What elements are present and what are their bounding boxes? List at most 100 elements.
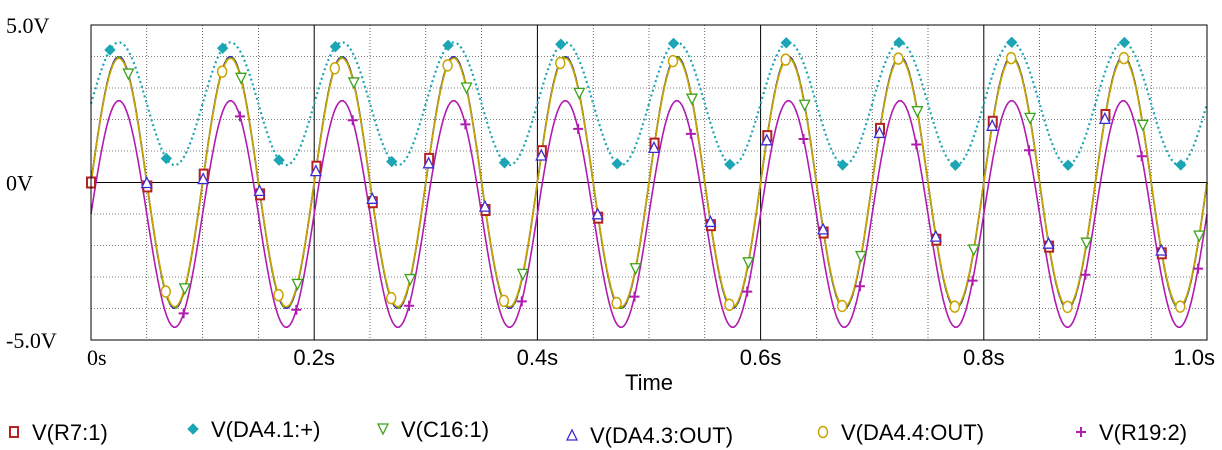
triangle-up-marker (1042, 236, 1055, 249)
plus-marker (1024, 145, 1034, 156)
triangle-up-marker (366, 191, 379, 204)
triangle-down-marker (404, 273, 417, 287)
diamond-marker (724, 158, 736, 171)
triangle-down-marker (235, 72, 248, 85)
triangle-up-marker (1098, 111, 1111, 125)
diamond-marker (187, 423, 199, 435)
circle-marker (667, 54, 679, 68)
triangle-down-marker (178, 283, 191, 296)
diamond-marker (893, 36, 905, 49)
diamond-marker (329, 40, 342, 53)
triangle-down-marker (573, 87, 586, 100)
legend-entry: V(C16:1) (376, 417, 489, 442)
circle-marker (893, 52, 904, 65)
triangle-up-marker (565, 428, 579, 441)
circle-marker (385, 291, 397, 305)
triangle-down-marker (291, 278, 304, 291)
diamond-marker (1175, 159, 1187, 171)
circle-marker (1118, 51, 1130, 65)
plus-marker (178, 308, 189, 319)
plus-marker (460, 119, 471, 130)
triangle-down-marker (1193, 230, 1206, 243)
triangle-up-marker (422, 156, 435, 169)
diamond-marker (1005, 36, 1018, 49)
plus-marker (854, 281, 865, 292)
triangle-down-marker (685, 93, 699, 106)
x-tick-label: 0.6s (740, 345, 782, 370)
triangle-down-marker (629, 263, 642, 276)
plus-marker (404, 300, 415, 311)
square-marker (9, 426, 19, 438)
x-tick-label: 0.2s (293, 345, 335, 370)
series-markers (86, 36, 1206, 319)
plus-marker (573, 123, 584, 134)
circle-marker (1062, 300, 1073, 314)
series-line (90, 100, 1208, 328)
diamond-marker (667, 37, 680, 50)
diamond-marker (273, 154, 285, 166)
diamond-marker (104, 44, 116, 56)
diamond-marker (949, 159, 962, 171)
triangle-up-marker (535, 148, 548, 161)
circle-marker (498, 294, 510, 308)
triangle-down-marker (1136, 119, 1149, 132)
triangle-down-marker (122, 68, 135, 81)
plus-marker (291, 304, 302, 315)
x-tick-label: 0.4s (517, 345, 559, 370)
triangle-down-marker (967, 244, 980, 257)
plus-marker (234, 111, 245, 122)
legend-entry: V(DA4.4:OUT) (817, 420, 984, 445)
circle-marker (780, 53, 791, 66)
triangle-up-marker (873, 126, 886, 139)
y-tick-label: -5.0V (6, 328, 57, 353)
circle-marker (836, 299, 848, 313)
plus-marker (1076, 427, 1086, 437)
legend-label: V(DA4.1:+) (211, 417, 320, 442)
circle-marker (442, 59, 453, 72)
circle-marker (329, 62, 341, 75)
triangle-up-marker (309, 164, 322, 177)
triangle-down-marker (376, 423, 390, 436)
circle-marker (555, 56, 566, 70)
legend-entry: V(DA4.1:+) (187, 417, 320, 442)
x-tick-label: 0s (87, 345, 107, 370)
circle-marker (216, 65, 228, 78)
x-axis-label: Time (625, 370, 673, 395)
y-tick-label: 5.0V (6, 13, 50, 38)
legend-label: V(DA4.3:OUT) (590, 423, 733, 448)
circle-marker (724, 298, 735, 311)
x-tick-label: 1.0s (1173, 345, 1215, 370)
diamond-marker (555, 38, 567, 50)
circle-marker (817, 425, 829, 439)
circle-marker (273, 288, 284, 302)
triangle-down-marker (798, 99, 811, 112)
triangle-down-marker (911, 106, 924, 119)
plus-marker (1193, 263, 1204, 274)
legend-label: V(R7:1) (32, 420, 108, 445)
diamond-marker (386, 155, 398, 168)
diamond-marker (780, 37, 792, 49)
triangle-down-marker (742, 257, 755, 270)
legend-entry: V(R7:1) (9, 420, 108, 445)
triangle-down-marker (347, 77, 360, 90)
triangle-up-marker (647, 140, 661, 153)
plus-marker (742, 286, 753, 297)
diamond-marker (442, 39, 454, 52)
legend: V(R7:1) V(DA4.1:+) V(C16:1) V(DA4.3:OUT) V(D… (9, 417, 1187, 448)
plus-marker (516, 296, 527, 307)
series-line (90, 57, 1208, 308)
circle-marker (1174, 300, 1186, 313)
axis-ticks: 5.0V 0V -5.0V 0s 0.2s 0.4s 0.6s 0.8s 1.0s (6, 13, 1215, 370)
legend-label: V(R19:2) (1099, 420, 1187, 445)
plot-frame (90, 24, 1208, 341)
circle-marker (160, 285, 172, 298)
triangle-up-marker (253, 183, 266, 197)
diamond-marker (216, 42, 229, 54)
triangle-up-marker (704, 214, 717, 228)
circle-marker (1005, 51, 1017, 65)
diamond-marker (611, 157, 623, 170)
triangle-up-marker (986, 118, 999, 131)
triangle-up-marker (1155, 243, 1168, 256)
triangle-down-marker (854, 250, 868, 264)
